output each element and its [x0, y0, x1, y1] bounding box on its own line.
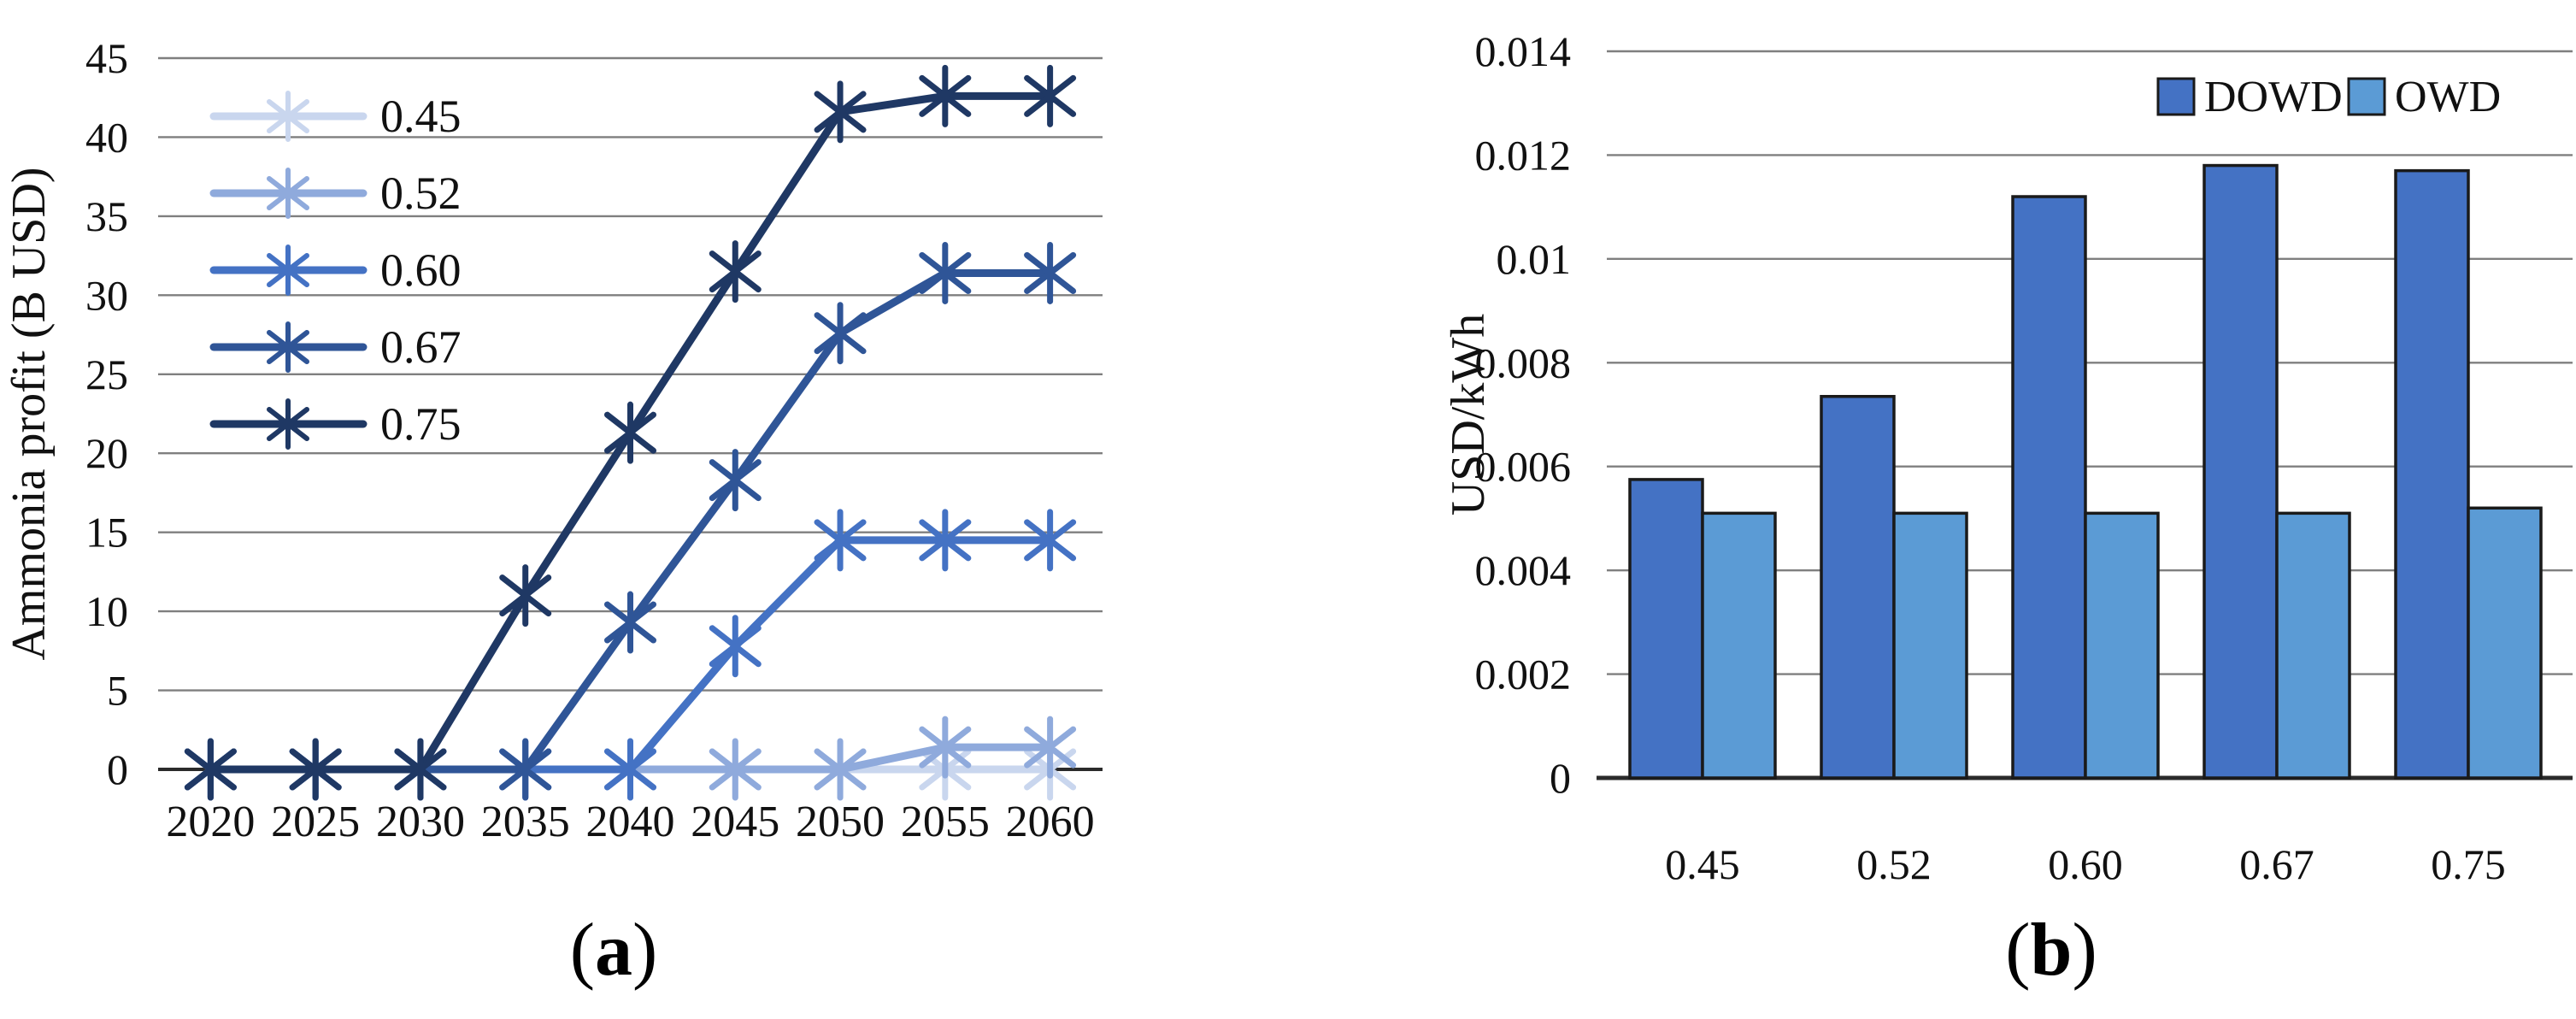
x-tick-label-2030: 2030 — [376, 798, 465, 846]
y-tick-label-20: 20 — [85, 429, 128, 477]
x-tick-label-0.67: 0.67 — [2239, 840, 2314, 888]
y-tick-label-0.012: 0.012 — [1475, 131, 1572, 179]
x-tick-label-2050: 2050 — [796, 798, 885, 846]
y-tick-label-0.002: 0.002 — [1475, 651, 1572, 698]
y-tick-label-15: 15 — [85, 509, 128, 557]
y-tick-label-30: 30 — [85, 271, 128, 319]
legend-marker-0.75 — [267, 398, 309, 450]
bar-owd-0.45 — [1701, 511, 1777, 780]
y-tick-label-45: 45 — [85, 34, 128, 82]
caption-b-close-paren: ) — [2072, 909, 2097, 992]
legend-swatch-DOWD — [2156, 77, 2196, 116]
x-tick-label-0.75: 0.75 — [2431, 840, 2506, 888]
y-tick-label-5: 5 — [107, 667, 128, 715]
legend-label-0.75: 0.75 — [380, 398, 462, 450]
x-tick-label-2045: 2045 — [691, 798, 779, 846]
legend-label-0.52: 0.52 — [380, 168, 462, 219]
y-axis-title: USD/kWh — [1442, 314, 1495, 515]
x-tick-label-0.60: 0.60 — [2048, 840, 2123, 888]
series-markers-0.67 — [184, 241, 1077, 801]
legend-item-OWD: OWD — [2347, 73, 2501, 121]
legend-label-DOWD: DOWD — [2204, 73, 2343, 121]
x-tick-label-0.45: 0.45 — [1665, 840, 1740, 888]
caption-b: (b) — [2005, 909, 2097, 992]
x-tick-label-2055: 2055 — [901, 798, 990, 846]
y-axis-title: Ammonia profit (B USD) — [3, 167, 56, 660]
legend-label-0.60: 0.60 — [380, 244, 462, 296]
caption-a-open-paren: ( — [569, 909, 595, 992]
series-markers-0.75 — [184, 64, 1077, 801]
legend-item-0.52: 0.52 — [209, 168, 462, 219]
legend-item-0.75: 0.75 — [209, 398, 462, 450]
x-tick-label-2060: 2060 — [1006, 798, 1095, 846]
series-line-0.60 — [206, 536, 1055, 774]
legend-marker-0.52 — [267, 168, 309, 219]
legend-marker-0.60 — [267, 244, 309, 296]
y-tick-label-35: 35 — [85, 192, 128, 240]
x-tick-label-0.52: 0.52 — [1856, 840, 1932, 888]
legend-swatch-OWD — [2347, 77, 2386, 116]
y-tick-label-0.01: 0.01 — [1497, 235, 1572, 283]
legend-item-0.60: 0.60 — [209, 244, 462, 296]
bar-chart-usd-per-kwh: 0 0.002 0.004 0.006 0.008 0.01 0.012 0.014 USD/k… — [1442, 27, 2573, 888]
bar-owd-0.67 — [2275, 511, 2351, 780]
legend-item-0.67: 0.67 — [209, 321, 462, 373]
legend-marker-0.45 — [267, 91, 309, 142]
x-tick-label-2035: 2035 — [481, 798, 570, 846]
bar-owd-0.60 — [2084, 511, 2160, 780]
bar-dowd-0.75 — [2394, 168, 2470, 780]
bar-owd-0.52 — [1892, 511, 1968, 780]
bar-dowd-0.67 — [2203, 163, 2279, 780]
bar-dowd-0.45 — [1628, 478, 1704, 780]
legend-label-0.67: 0.67 — [380, 321, 462, 373]
x-tick-label-2040: 2040 — [586, 798, 675, 846]
legend-label-0.45: 0.45 — [380, 91, 462, 142]
x-tick-label-2025: 2025 — [271, 798, 360, 846]
y-tick-label-0.008: 0.008 — [1475, 339, 1572, 386]
y-tick-label-10: 10 — [85, 587, 128, 635]
caption-a: (a) — [569, 909, 658, 992]
bar-dowd-0.60 — [2011, 195, 2087, 780]
caption-b-open-paren: ( — [2005, 909, 2031, 992]
x-tick-label-2020: 2020 — [166, 798, 255, 846]
caption-a-close-paren: ) — [632, 909, 658, 992]
bar-dowd-0.52 — [1820, 395, 1896, 780]
y-tick-label-0.006: 0.006 — [1475, 443, 1572, 491]
legend-label-OWD: OWD — [2395, 73, 2501, 121]
y-tick-label-0.014: 0.014 — [1475, 27, 1572, 75]
caption-a-letter: a — [595, 909, 632, 992]
y-tick-label-25: 25 — [85, 350, 128, 398]
legend-item-0.45: 0.45 — [209, 91, 462, 142]
y-tick-label-0: 0 — [107, 745, 128, 793]
y-tick-label-0: 0 — [1550, 754, 1571, 802]
legend-marker-0.67 — [267, 321, 309, 373]
y-tick-label-40: 40 — [85, 113, 128, 161]
bar-owd-0.75 — [2467, 506, 2543, 780]
y-tick-label-0.004: 0.004 — [1475, 546, 1572, 594]
legend-item-DOWD: DOWD — [2156, 73, 2343, 121]
caption-b-letter: b — [2030, 909, 2073, 992]
